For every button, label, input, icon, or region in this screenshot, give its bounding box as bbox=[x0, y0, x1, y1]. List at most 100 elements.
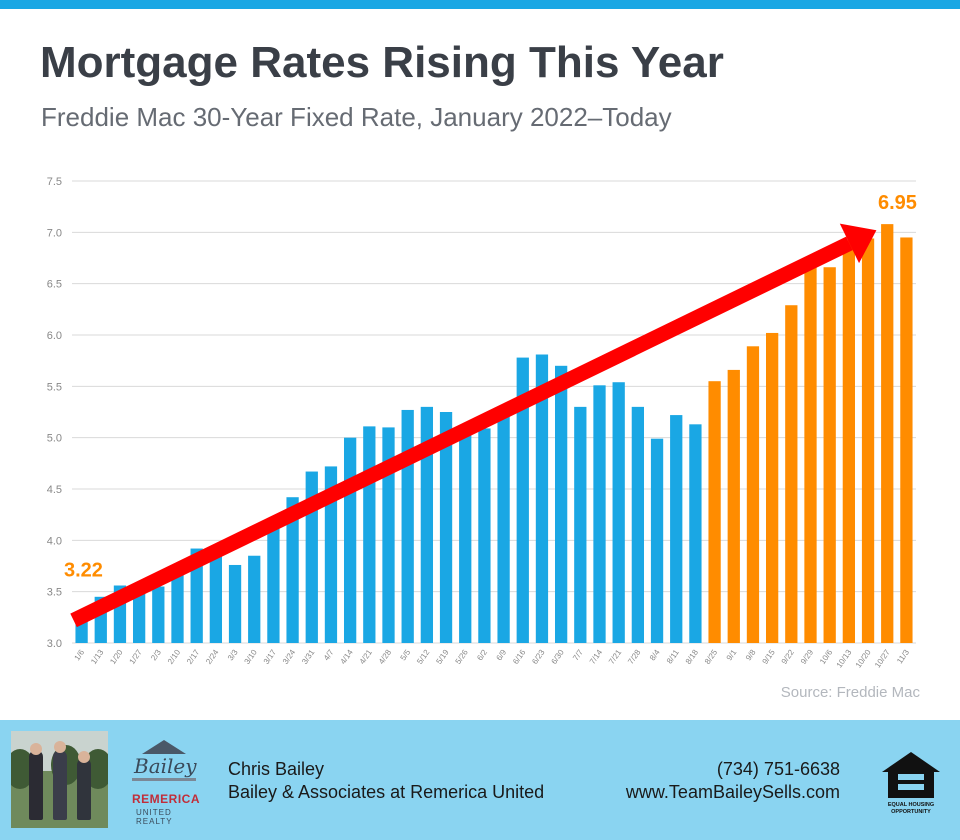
y-tick-label: 5.0 bbox=[47, 433, 62, 445]
team-photo-icon bbox=[11, 731, 108, 828]
start-value-label: 3.22 bbox=[64, 559, 103, 581]
bar bbox=[343, 437, 357, 643]
bar bbox=[516, 357, 529, 643]
x-tick-label: 2/17 bbox=[185, 648, 202, 666]
mortgage-rate-chart: 3.03.54.04.55.05.56.06.57.07.51/6 1/13 1/2… bbox=[47, 176, 917, 670]
y-tick-label: 4.5 bbox=[47, 484, 62, 496]
y-tick-label: 5.5 bbox=[47, 381, 62, 393]
chart-title: Mortgage Rates Rising This Year bbox=[40, 38, 724, 87]
trend-arrow-head bbox=[839, 223, 877, 264]
agent-name: Chris Bailey bbox=[228, 759, 325, 779]
agent-website: www.TeamBaileySells.com bbox=[625, 782, 840, 802]
bailey-remerica-logo: Bailey REMERICA UNITED REALTY bbox=[128, 734, 200, 826]
x-tick-label: 5/12 bbox=[415, 648, 432, 666]
bar bbox=[382, 427, 395, 643]
x-tick-label: 2/3 bbox=[149, 648, 163, 663]
x-tick-label: 7/7 bbox=[571, 648, 585, 663]
x-tick-label: 4/21 bbox=[358, 648, 375, 666]
end-value-label: 6.95 bbox=[878, 192, 917, 214]
bar bbox=[746, 346, 760, 643]
svg-text:OPPORTUNITY: OPPORTUNITY bbox=[891, 809, 931, 815]
bar bbox=[535, 354, 549, 643]
bar bbox=[765, 332, 779, 643]
bar bbox=[228, 564, 242, 643]
y-tick-label: 6.0 bbox=[47, 330, 62, 342]
bar bbox=[612, 382, 625, 643]
x-tick-label: 10/6 bbox=[818, 648, 835, 666]
chart-subtitle: Freddie Mac 30-Year Fixed Rate, January … bbox=[41, 102, 672, 132]
bar bbox=[209, 551, 223, 643]
trend-arrow-line bbox=[70, 236, 853, 628]
x-tick-label: 11/3 bbox=[895, 648, 911, 666]
x-tick-label: 5/19 bbox=[434, 648, 451, 666]
x-tick-label: 1/13 bbox=[89, 648, 106, 666]
x-tick-label: 7/28 bbox=[626, 648, 643, 666]
x-tick-label: 9/29 bbox=[799, 648, 816, 666]
x-tick-label: 3/31 bbox=[300, 648, 317, 666]
x-tick-label: 10/27 bbox=[873, 648, 892, 670]
x-tick-label: 9/15 bbox=[760, 648, 777, 666]
bar bbox=[861, 238, 875, 643]
bar bbox=[804, 263, 817, 643]
x-tick-label: 6/9 bbox=[494, 648, 508, 663]
y-tick-label: 6.5 bbox=[47, 279, 62, 291]
top-accent-bar bbox=[0, 0, 960, 9]
x-tick-label: 9/22 bbox=[780, 648, 797, 666]
y-tick-label: 3.0 bbox=[47, 638, 62, 650]
x-tick-label: 9/1 bbox=[725, 648, 739, 663]
footer-banner: Bailey REMERICA UNITED REALTY Chris Bail… bbox=[0, 720, 960, 840]
x-tick-label: 3/3 bbox=[226, 648, 240, 663]
x-tick-label: 7/14 bbox=[588, 648, 605, 666]
bar bbox=[171, 572, 184, 643]
y-tick-label: 4.0 bbox=[47, 535, 62, 547]
x-tick-label: 2/10 bbox=[166, 648, 183, 666]
bar bbox=[574, 406, 587, 643]
equal-housing-icon: EQUAL HOUSING OPPORTUNITY bbox=[882, 752, 940, 815]
y-tick-label: 3.5 bbox=[47, 587, 62, 599]
bar bbox=[401, 409, 414, 643]
bar bbox=[190, 548, 203, 643]
bar bbox=[363, 426, 376, 643]
x-tick-label: 1/20 bbox=[108, 648, 125, 666]
x-tick-label: 4/7 bbox=[322, 648, 336, 663]
bar bbox=[593, 385, 606, 643]
logo-bailey-text: Bailey bbox=[134, 754, 197, 778]
x-tick-label: 3/17 bbox=[262, 648, 279, 666]
x-tick-label: 1/27 bbox=[127, 648, 144, 666]
bar bbox=[708, 381, 721, 643]
bar bbox=[689, 424, 702, 643]
x-tick-label: 8/4 bbox=[648, 648, 662, 663]
bar bbox=[459, 427, 472, 643]
bar bbox=[823, 267, 836, 643]
bar bbox=[842, 240, 856, 643]
x-tick-label: 5/5 bbox=[399, 648, 413, 663]
agent-phone: (734) 751-6638 bbox=[716, 759, 840, 779]
x-tick-label: 8/18 bbox=[684, 648, 701, 666]
bar bbox=[881, 224, 894, 643]
x-tick-label: 2/24 bbox=[204, 648, 221, 666]
bar bbox=[631, 406, 645, 643]
bar bbox=[420, 406, 434, 643]
x-tick-label: 1/6 bbox=[72, 648, 86, 663]
bar bbox=[554, 365, 568, 643]
roof-icon bbox=[142, 740, 186, 754]
equal-housing-text: EQUAL HOUSING bbox=[888, 802, 934, 808]
x-tick-label: 10/20 bbox=[854, 648, 873, 670]
agent-company: Bailey & Associates at Remerica United bbox=[228, 782, 545, 802]
bar bbox=[248, 555, 261, 643]
bar bbox=[900, 237, 913, 643]
source-note: Source: Freddie Mac bbox=[780, 684, 920, 701]
bar bbox=[439, 412, 453, 643]
bar bbox=[650, 438, 664, 643]
bar bbox=[727, 369, 740, 643]
y-tick-label: 7.5 bbox=[47, 176, 62, 188]
x-tick-label: 8/25 bbox=[703, 648, 720, 666]
x-tick-label: 8/11 bbox=[665, 648, 681, 666]
bar bbox=[478, 428, 491, 643]
x-tick-label: 5/26 bbox=[454, 648, 471, 666]
x-tick-label: 10/13 bbox=[835, 648, 854, 670]
bar bbox=[785, 305, 798, 643]
y-tick-label: 7.0 bbox=[47, 227, 62, 239]
x-tick-label: 7/21 bbox=[607, 648, 624, 666]
bar bbox=[132, 586, 146, 643]
